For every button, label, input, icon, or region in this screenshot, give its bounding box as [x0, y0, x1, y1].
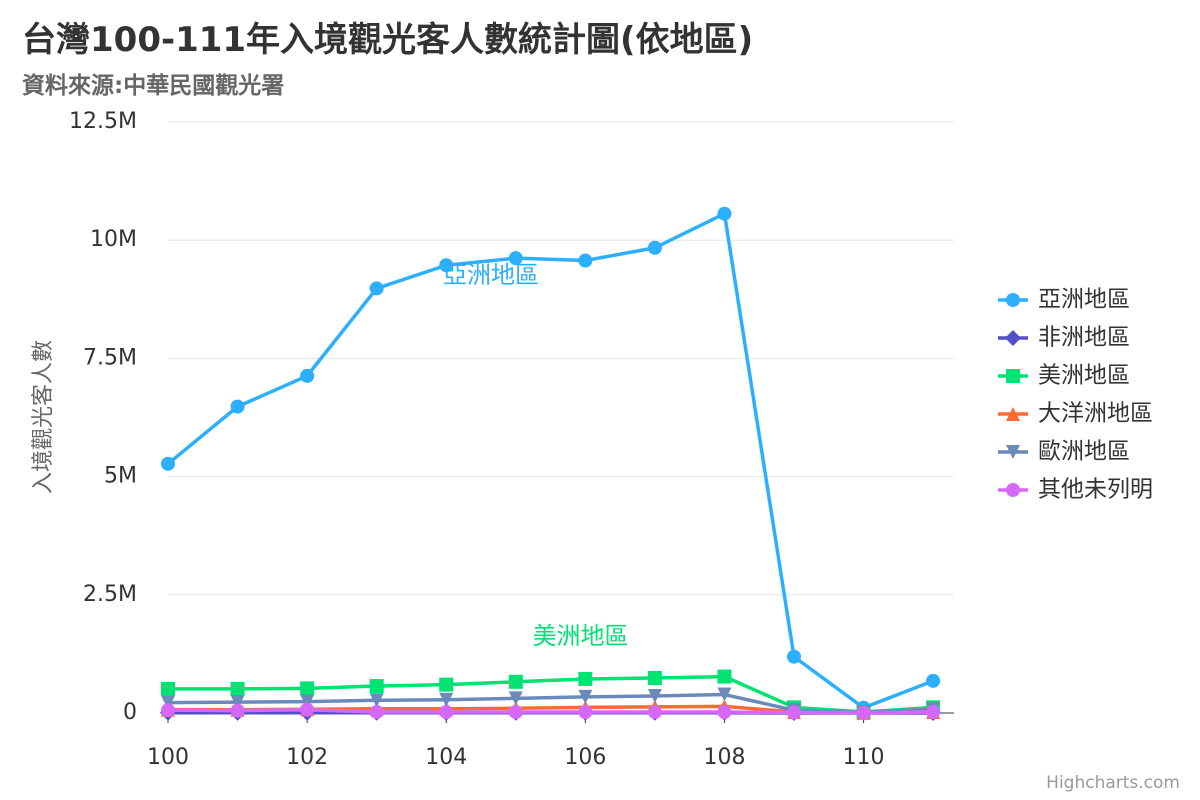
y-axis: 0 2.5M 5M 7.5M 10M 12.5M — [69, 109, 137, 725]
data-point[interactable] — [508, 691, 523, 706]
data-point[interactable] — [161, 703, 175, 718]
data-point[interactable] — [300, 694, 315, 709]
series-annotation: 美洲地區 — [533, 622, 629, 650]
chart-subtitle: 資料來源:中華民國觀光署 — [22, 73, 285, 99]
plot-area — [160, 206, 942, 721]
series-line[interactable] — [166, 707, 935, 715]
y-tick-label: 2.5M — [83, 582, 137, 607]
data-point[interactable] — [717, 669, 732, 684]
x-tick-label: 100 — [147, 745, 189, 770]
data-point[interactable] — [230, 695, 245, 710]
legend-label: 大洋洲地區 — [1038, 401, 1153, 427]
x-axis: 100 102 104 106 108 110 — [147, 712, 954, 770]
x-tick-label: 110 — [843, 745, 885, 770]
legend-label: 美洲地區 — [1038, 363, 1130, 389]
data-point[interactable] — [647, 688, 662, 703]
data-point[interactable] — [926, 705, 941, 720]
data-point[interactable] — [926, 673, 941, 688]
data-point[interactable] — [230, 399, 245, 414]
legend-item[interactable]: 歐洲地區 — [998, 439, 1130, 465]
legend-label: 非洲地區 — [1038, 325, 1130, 351]
legend-item[interactable]: 其他未列明 — [998, 477, 1153, 503]
legend-marker-symbol — [1006, 369, 1020, 383]
legend-item[interactable]: 非洲地區 — [998, 325, 1130, 351]
legend-marker-symbol — [1006, 293, 1020, 307]
data-point[interactable] — [300, 368, 315, 383]
series-annotation: 亞洲地區 — [443, 261, 539, 289]
series-line[interactable] — [166, 674, 935, 714]
data-point[interactable] — [439, 677, 454, 692]
y-tick-label: 10M — [90, 227, 137, 252]
y-tick-label: 7.5M — [83, 345, 137, 370]
data-point[interactable] — [647, 705, 662, 720]
y-tick-label: 12.5M — [69, 109, 137, 134]
legend-item[interactable]: 美洲地區 — [998, 363, 1130, 389]
legend-label: 歐洲地區 — [1038, 439, 1130, 465]
data-point[interactable] — [369, 679, 384, 694]
data-point[interactable] — [508, 251, 523, 266]
data-point[interactable] — [578, 689, 593, 704]
data-point[interactable] — [439, 705, 454, 720]
legend-marker-symbol — [1006, 483, 1020, 497]
data-point[interactable] — [369, 281, 384, 296]
y-axis-title: 入境觀光客人數 — [31, 340, 56, 494]
data-point[interactable] — [230, 703, 245, 718]
data-point[interactable] — [787, 649, 802, 664]
data-point[interactable] — [647, 671, 662, 686]
data-point[interactable] — [508, 705, 523, 720]
data-point[interactable] — [369, 693, 384, 708]
data-point[interactable] — [161, 681, 175, 696]
x-tick-label: 106 — [564, 745, 606, 770]
series-line[interactable] — [166, 692, 935, 714]
chart-title: 台灣100-111年入境觀光客人數統計圖(依地區) — [22, 20, 754, 60]
data-point[interactable] — [856, 705, 871, 720]
data-point[interactable] — [578, 705, 593, 720]
data-point[interactable] — [161, 456, 175, 471]
y-tick-label: 5M — [104, 464, 137, 489]
credit-link[interactable]: Highcharts.com — [1046, 773, 1180, 793]
data-point[interactable] — [161, 695, 175, 710]
data-point[interactable] — [647, 240, 662, 255]
data-point[interactable] — [230, 681, 245, 696]
series-3 — [161, 669, 941, 720]
legend-marker-symbol — [1005, 330, 1021, 346]
legend-label: 亞洲地區 — [1038, 287, 1130, 313]
x-tick-label: 104 — [425, 745, 467, 770]
data-point[interactable] — [787, 705, 802, 720]
x-tick-label: 102 — [286, 745, 328, 770]
data-point[interactable] — [300, 702, 315, 717]
data-point[interactable] — [578, 253, 593, 268]
data-point[interactable] — [508, 674, 523, 689]
legend-item[interactable]: 亞洲地區 — [998, 287, 1130, 313]
data-point[interactable] — [578, 671, 593, 686]
legend-label: 其他未列明 — [1038, 477, 1153, 503]
legend-item[interactable]: 大洋洲地區 — [998, 401, 1153, 427]
data-point[interactable] — [300, 681, 315, 696]
data-point[interactable] — [439, 258, 454, 273]
data-point[interactable] — [717, 206, 732, 221]
data-point[interactable] — [717, 705, 732, 720]
series-6 — [161, 702, 941, 720]
data-point[interactable] — [439, 692, 454, 707]
series-line[interactable] — [166, 211, 935, 710]
x-tick-label: 108 — [703, 745, 745, 770]
legend-marker-symbol — [1006, 445, 1020, 459]
legend-marker-symbol — [1006, 407, 1020, 421]
data-point[interactable] — [369, 705, 384, 720]
y-tick-label: 0 — [123, 700, 137, 725]
data-point[interactable] — [717, 687, 732, 702]
series-5 — [161, 687, 941, 720]
